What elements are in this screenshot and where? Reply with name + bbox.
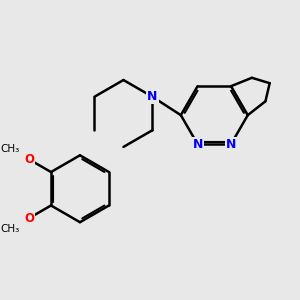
Text: N: N <box>226 138 236 151</box>
Text: O: O <box>24 153 34 166</box>
Text: CH₃: CH₃ <box>1 144 20 154</box>
Text: N: N <box>147 90 158 103</box>
Text: O: O <box>24 212 34 224</box>
Text: N: N <box>192 138 203 151</box>
Text: CH₃: CH₃ <box>1 224 20 234</box>
